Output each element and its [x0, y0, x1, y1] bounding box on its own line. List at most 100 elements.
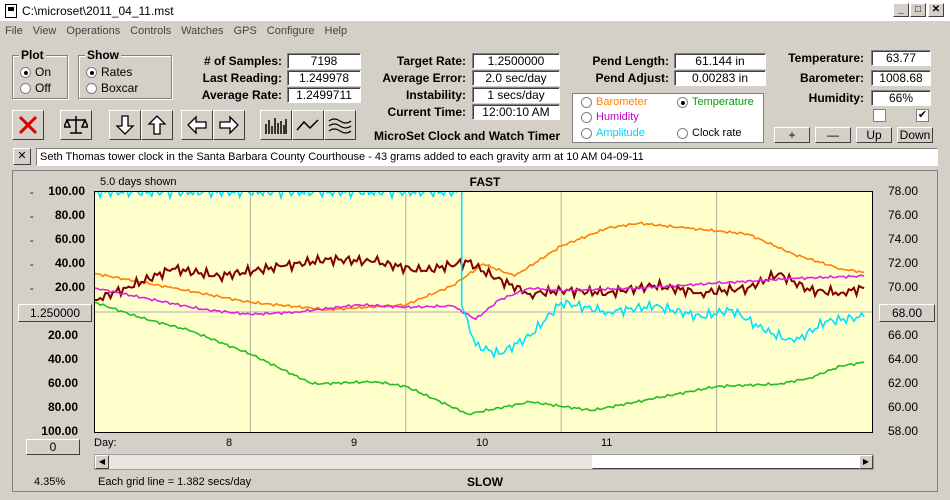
show-boxcar-radio[interactable]: Boxcar — [86, 81, 138, 95]
target-rate-label: Target Rate: — [396, 54, 466, 68]
tick-dash: - — [30, 235, 34, 247]
arrow-right-button[interactable] — [213, 110, 245, 140]
plot-on-radio[interactable]: On — [20, 65, 51, 79]
humidity-field: 66% — [871, 90, 931, 106]
radio-icon — [581, 127, 592, 139]
instability-field: 1 secs/day — [472, 87, 560, 103]
arrow-up-button[interactable] — [141, 110, 173, 140]
show-rates-label: Rates — [101, 65, 133, 79]
current-time-field: 12:00:10 AM — [472, 104, 560, 120]
sensor-temperature-radio[interactable]: Temperature — [677, 96, 754, 108]
menu-help[interactable]: Help — [324, 25, 348, 37]
radio-icon — [20, 66, 31, 78]
scroll-right-arrow-icon[interactable]: ▶ — [859, 455, 873, 469]
samples-field: 7198 — [287, 53, 361, 69]
radio-icon — [677, 127, 688, 139]
scale-up-button[interactable]: Up — [856, 127, 892, 143]
y-tick-top-40: 40.00 — [54, 256, 85, 270]
samples-label: # of Samples: — [203, 54, 282, 68]
comment-close-button[interactable]: ✕ — [13, 148, 31, 165]
stop-button[interactable] — [12, 110, 44, 140]
y-right-tick-62: 62.00 — [888, 376, 919, 390]
bar-plot-button[interactable] — [260, 110, 292, 140]
y-tick-bottom-60: 60.00 — [47, 376, 78, 390]
last-reading-field: 1.249978 — [287, 70, 361, 86]
offset-button[interactable]: 0 — [26, 439, 80, 455]
x-tick-day-11: 11 — [601, 437, 613, 449]
stop-x-icon — [18, 115, 38, 135]
y-right-tick-70: 70.00 — [888, 280, 919, 294]
scroll-thumb[interactable] — [592, 455, 860, 469]
close-window-button[interactable]: ✕ — [928, 3, 944, 17]
average-error-label: Average Error: — [382, 71, 466, 85]
y-right-tick-76: 76.00 — [888, 208, 919, 222]
y-right-tick-60: 60.00 — [888, 400, 919, 414]
arrow-left-button[interactable] — [181, 110, 213, 140]
scroll-left-arrow-icon[interactable]: ◀ — [95, 455, 109, 469]
window-title: C:\microset\2011_04_11.mst — [22, 4, 174, 18]
comment-field[interactable]: Seth Thomas tower clock in the Santa Bar… — [36, 148, 938, 166]
plot-off-radio[interactable]: Off — [20, 81, 51, 95]
app-icon — [5, 4, 17, 18]
menu-file[interactable]: File — [5, 25, 23, 37]
app-caption: MicroSet Clock and Watch Timer — [374, 129, 561, 143]
maximize-button[interactable]: □ — [910, 3, 926, 17]
balance-button[interactable] — [60, 110, 92, 140]
temperature-label: Temperature: — [788, 51, 864, 65]
smooth-plot-button[interactable] — [324, 110, 356, 140]
menu-operations[interactable]: Operations — [66, 25, 121, 37]
scale-down-button[interactable]: Down — [897, 127, 933, 143]
wave-plot-icon — [328, 118, 352, 134]
sensor-amplitude-radio[interactable]: Amplitude — [581, 127, 645, 139]
pend-length-field: 61.144 in — [674, 53, 766, 69]
last-reading-label: Last Reading: — [202, 71, 282, 85]
sensor-humidity-radio[interactable]: Humidity — [581, 111, 639, 123]
sensor-checkbox-1[interactable] — [873, 109, 886, 122]
arrow-down-icon — [115, 115, 135, 135]
line-plot-button[interactable] — [292, 110, 324, 140]
y-tick-bottom-80: 80.00 — [47, 400, 78, 414]
target-rate-field: 1.2500000 — [472, 53, 560, 69]
y-right-tick-66: 66.00 — [888, 328, 919, 342]
y-right-tick-74: 74.00 — [888, 232, 919, 246]
y-right-tick-72: 72.00 — [888, 256, 919, 270]
y-right-tick-78: 78.00 — [888, 184, 919, 198]
menu-watches[interactable]: Watches — [181, 25, 224, 37]
arrow-down-button[interactable] — [109, 110, 141, 140]
sensor-checkbox-2[interactable]: ✔ — [916, 109, 929, 122]
minimize-button[interactable]: _ — [893, 3, 909, 17]
right-center-button[interactable]: 68.00 — [879, 304, 935, 322]
current-time-label: Current Time: — [387, 105, 466, 119]
average-error-field: 2.0 sec/day — [472, 70, 560, 86]
sensor-barometer-radio[interactable]: Barometer — [581, 96, 647, 108]
arrow-left-icon — [187, 115, 207, 135]
y-right-tick-64: 64.00 — [888, 352, 919, 366]
x-tick-day-10: 10 — [476, 437, 489, 449]
plot-group-legend: Plot — [19, 48, 46, 62]
average-rate-field: 1.2499711 — [287, 87, 361, 103]
arrow-right-icon — [219, 115, 239, 135]
tick-dash: - — [30, 283, 34, 295]
tick-dash: - — [30, 259, 34, 271]
show-rates-radio[interactable]: Rates — [86, 65, 132, 79]
plot-off-label: Off — [35, 81, 51, 95]
sensor-clockrate-radio[interactable]: Clock rate — [677, 127, 742, 139]
menu-controls[interactable]: Controls — [130, 25, 172, 37]
show-group: Show Rates Boxcar — [78, 48, 172, 99]
y-tick-top-20: 20.00 — [54, 280, 85, 294]
fast-label: FAST — [469, 175, 501, 189]
menu-gps[interactable]: GPS — [233, 25, 257, 37]
center-value-button[interactable]: 1.250000 — [18, 304, 92, 322]
humidity-label: Humidity: — [808, 91, 864, 105]
show-group-legend: Show — [85, 48, 121, 62]
menu-view[interactable]: View — [32, 25, 57, 37]
arrow-up-icon — [147, 115, 167, 135]
scale-plus-button[interactable]: + — [774, 127, 810, 143]
y-right-tick-58: 58.00 — [888, 424, 919, 438]
rate-chart — [95, 192, 872, 432]
radio-icon — [86, 82, 97, 94]
scale-minus-button[interactable]: — — [815, 127, 851, 143]
slow-label: SLOW — [467, 475, 503, 489]
horizontal-scrollbar[interactable]: ◀ ▶ — [94, 454, 874, 470]
menu-configure[interactable]: Configure — [266, 25, 315, 37]
